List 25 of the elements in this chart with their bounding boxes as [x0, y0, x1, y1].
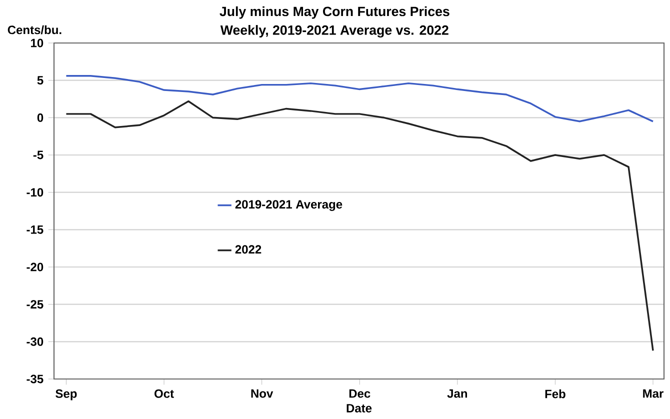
- legend-label: 2019-2021 Average: [235, 200, 342, 212]
- x-tick-label: Jan: [447, 389, 468, 398]
- x-tick-label: Sep: [56, 389, 77, 400]
- y-tick-label: -10: [26, 188, 44, 197]
- y-tick-label: -5: [33, 150, 44, 160]
- x-axis-title: Date: [346, 404, 372, 412]
- line-series: [65, 100, 654, 352]
- chart-subtitle: Weekly, 2019-2021 Average vs. 2022: [220, 25, 448, 38]
- x-tick-label: Oct: [154, 389, 174, 398]
- legend-label: 2022: [235, 245, 262, 254]
- x-tick-label: Mar: [643, 389, 664, 398]
- x-tick-label: Dec: [349, 389, 370, 398]
- y-tick-label: 10: [31, 38, 44, 48]
- x-tick-label: Feb: [545, 389, 566, 398]
- line-series: [65, 74, 654, 122]
- y-tick-label: 0: [37, 113, 44, 122]
- y-tick-label: -25: [26, 300, 44, 309]
- y-tick-label: -30: [26, 337, 44, 346]
- y-tick-label: -35: [26, 374, 44, 384]
- x-tick-label: Nov: [251, 389, 274, 398]
- chart-title: July minus May Corn Futures Prices: [220, 6, 450, 19]
- y-tick-label: -20: [26, 262, 44, 272]
- y-tick-label: 5: [37, 76, 44, 85]
- y-tick-label: -15: [26, 225, 44, 234]
- y-axis-title: Cents/bu.: [8, 25, 62, 34]
